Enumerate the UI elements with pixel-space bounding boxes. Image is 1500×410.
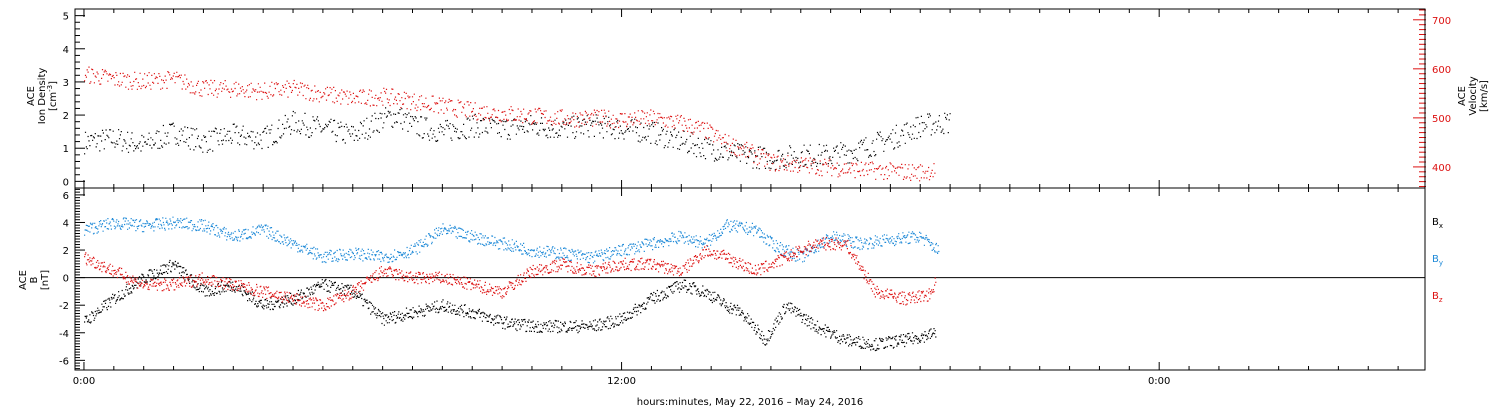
y-tick-label: 0 xyxy=(63,177,69,188)
y-tick-label: 2 xyxy=(63,111,69,122)
velocity-points xyxy=(84,66,936,182)
right-tick-label: 500 xyxy=(1432,114,1451,125)
x-tick-label: 0:00 xyxy=(1148,376,1170,387)
bottom-left-label-line1: ACE xyxy=(18,270,29,290)
top-left-unit-sup: -3 xyxy=(46,85,54,92)
x-tick-label: 0:00 xyxy=(73,376,95,387)
x-tick-label: 12:00 xyxy=(607,376,636,387)
bz-points xyxy=(84,237,937,312)
y-tick-label: 4 xyxy=(63,218,69,229)
legend-bx-base: B xyxy=(1432,217,1439,228)
y-tick-label: 4 xyxy=(63,45,69,56)
y-tick-label: -6 xyxy=(59,356,69,367)
bx-points xyxy=(84,259,937,352)
legend-bz-base: B xyxy=(1432,291,1439,302)
top-left-label-line2: Ion Density xyxy=(37,68,48,125)
top-left-unit: [cm-3] xyxy=(46,81,59,111)
top-right-label-line1: ACE xyxy=(1457,86,1468,106)
legend-by: By xyxy=(1432,254,1443,267)
y-tick-label: 3 xyxy=(63,78,69,89)
right-tick-label: 400 xyxy=(1432,163,1451,174)
top-panel-frame xyxy=(74,8,1426,189)
top-right-unit: [km/s] xyxy=(1479,80,1490,112)
y-tick-label: -2 xyxy=(59,301,69,312)
legend-by-sub: y xyxy=(1439,259,1443,267)
legend-bx-sub: x xyxy=(1439,222,1443,230)
legend-bz-sub: z xyxy=(1439,296,1443,304)
y-tick-label: 5 xyxy=(63,12,69,23)
top-left-unit-close: ] xyxy=(48,81,59,85)
y-tick-label: 1 xyxy=(63,144,69,155)
top-left-unit-base: [cm xyxy=(48,92,59,111)
top-left-label-line1: ACE xyxy=(26,86,37,106)
right-tick-label: 700 xyxy=(1432,16,1451,27)
top-right-label-line2: Velocity xyxy=(1468,76,1479,115)
bottom-left-unit: [nT] xyxy=(40,270,51,290)
legend-by-base: B xyxy=(1432,254,1439,265)
bottom-left-label-line2: B xyxy=(29,276,40,283)
by-points xyxy=(84,216,940,264)
y-tick-label: -4 xyxy=(59,329,69,340)
legend-bx: Bx xyxy=(1432,217,1443,230)
y-tick-label: 0 xyxy=(63,274,69,285)
bottom-panel-frame xyxy=(74,187,1426,371)
y-tick-label: 2 xyxy=(63,246,69,257)
x-axis-title: hours:minutes, May 22, 2016 – May 24, 20… xyxy=(637,397,863,408)
legend-bz: Bz xyxy=(1432,291,1443,304)
y-tick-label: 6 xyxy=(63,191,69,202)
right-tick-label: 600 xyxy=(1432,65,1451,76)
